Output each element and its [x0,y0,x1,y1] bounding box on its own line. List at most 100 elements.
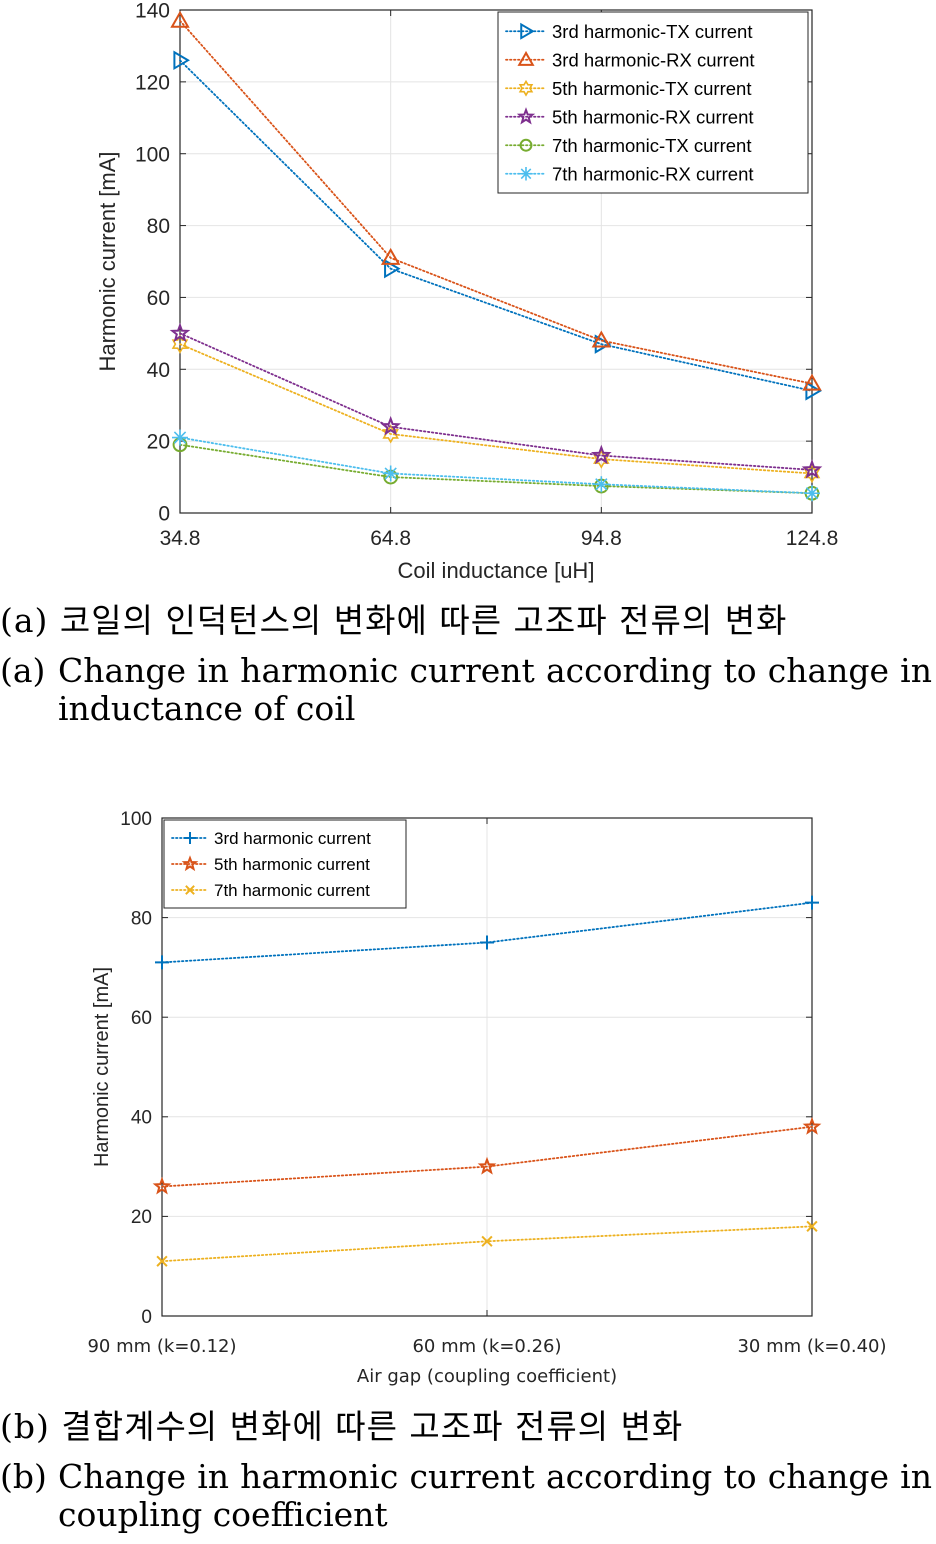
x-tick-label: 124.8 [786,527,839,550]
series-line [179,332,813,471]
legend-label: 3rd harmonic-TX current [552,21,752,42]
chart-b-coupling: 0 20 40 60 80 100 90 mm (k=0.12) 60 mm (k=0.26)… [87,809,886,1387]
legend: 3rd harmonic-TX current 3rd harmonic-RX c… [497,11,809,194]
data-point [169,322,191,343]
data-point [593,476,610,493]
data-point [480,935,494,950]
x-axis-label: Coil inductance [uH] [398,558,595,583]
legend-marker [185,885,195,895]
data-point [380,247,401,265]
x-tick-label: 64.8 [370,527,411,550]
y-tick-label: 100 [135,143,170,166]
legend-label: 3rd harmonic-RX current [552,49,755,70]
data-point [481,1235,493,1247]
legend-item: 5th harmonic current [171,855,370,874]
data-point [477,1156,497,1175]
caption-a-label: (a) [0,651,46,690]
y-tick-label: 20 [131,1207,152,1228]
y-tick-label: 20 [147,431,170,454]
legend-item: 5th harmonic-RX current [505,106,754,127]
data-point [805,381,822,401]
y-tick-label: 80 [131,908,152,929]
legend-label: 5th harmonic-RX current [552,106,754,127]
y-tick-label: 40 [131,1108,152,1129]
y-axis-label: Harmonic current [mA] [95,151,120,371]
caption-b-text: Change in harmonic current according to … [58,1457,932,1534]
y-tick-label: 80 [147,215,170,238]
legend-item: 3rd harmonic-RX current [505,49,755,70]
y-axis-label: Harmonic current [mA] [91,967,113,1167]
series-line [179,443,813,495]
legend-label: 5th harmonic current [214,855,370,874]
data-point [802,1116,822,1135]
x-tick-label: 60 mm (k=0.26) [412,1336,561,1357]
legend-label: 7th harmonic current [214,881,370,900]
y-tick-label: 60 [131,1008,152,1029]
x-tick-label: 30 mm (k=0.40) [737,1336,886,1357]
series-line [179,19,813,385]
y-tick-label: 100 [120,809,152,830]
data-point [801,459,823,479]
series-4 [169,322,823,479]
legend-marker [517,50,535,66]
caption-a-text: Change in harmonic current according to … [58,651,932,728]
legend-marker [519,138,533,152]
legend-label: 7th harmonic-TX current [552,135,751,156]
caption-a-english: (a) Change in harmonic current according… [0,652,936,728]
legend-marker [518,79,534,97]
series-6 [172,429,820,502]
data-point [170,10,190,28]
data-point [171,334,189,354]
data-point [155,955,169,970]
legend-label: 3rd harmonic current [214,829,371,848]
data-point [806,1220,818,1232]
y-tick-label: 0 [158,503,170,526]
caption-b-label: (b) [0,1457,47,1496]
data-point [156,1255,168,1267]
legend-item: 7th harmonic-RX current [505,163,754,184]
legend: 3rd harmonic current 5th harmonic current… [163,819,407,909]
data-point [804,485,820,502]
data-point [172,429,188,446]
x-tick-label: 34.8 [160,527,201,550]
y-tick-label: 40 [147,359,170,382]
series-1 [155,895,819,970]
series-line [179,59,813,392]
series-2 [170,10,822,391]
legend-marker [519,166,533,181]
legend-item: 3rd harmonic current [171,829,371,848]
legend-label: 7th harmonic-RX current [552,163,754,184]
data-point [591,330,612,348]
x-tick-label: 94.8 [581,527,622,550]
y-tick-label: 0 [141,1307,152,1328]
legend-marker [520,22,535,40]
legend-box [497,11,809,194]
legend-marker [181,855,199,872]
caption-b-korean: (b) 결합계수의 변화에 따른 고조파 전류의 변화 [0,1407,684,1446]
caption-b-english: (b) Change in harmonic current according… [0,1458,936,1534]
x-tick-label: 90 mm (k=0.12) [87,1336,236,1357]
chart-a-inductance: 0 20 40 60 80 100 120 140 34.8 64.8 94.8 124.8 Coil … [95,0,838,583]
y-tick-label: 120 [135,71,170,94]
caption-a-korean: (a) 코일의 인덕턴스의 변화에 따른 고조파 전류의 변화 [0,601,788,640]
axes-frame [179,9,813,514]
legend-item: 5th harmonic-TX current [505,78,751,99]
series-line [179,436,813,495]
data-point [380,415,401,436]
x-axis-label: Air gap (coupling coefficient) [357,1366,617,1387]
legend-marker [184,832,196,844]
data-point [805,895,819,910]
legend-item: 3rd harmonic-TX current [505,21,752,42]
legend-item: 7th harmonic current [171,881,370,900]
series-2 [152,1116,822,1195]
data-point [152,1176,172,1195]
data-point [802,373,822,391]
data-point [382,424,399,444]
legend-item: 7th harmonic-TX current [505,135,751,156]
series-line [161,1125,813,1188]
y-tick-label: 60 [147,287,170,310]
legend-marker [516,107,536,125]
data-point [382,465,399,482]
data-point [173,50,190,71]
